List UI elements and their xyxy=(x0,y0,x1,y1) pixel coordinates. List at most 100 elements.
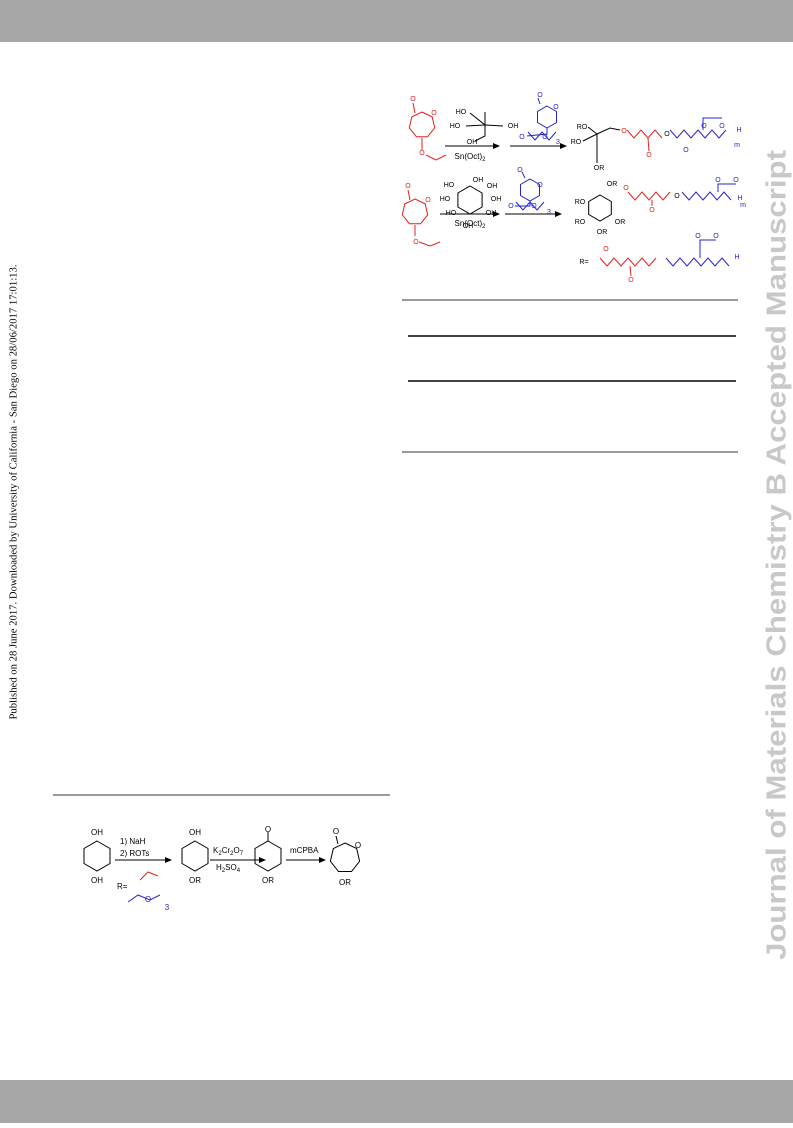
bond xyxy=(465,112,487,127)
atom-label: H xyxy=(736,127,741,134)
bond xyxy=(596,127,621,135)
formula-sub: 2 xyxy=(482,157,486,163)
bond xyxy=(127,894,161,903)
atom-label: O xyxy=(405,183,411,190)
atom-label: HO xyxy=(440,196,451,203)
bond xyxy=(526,128,548,137)
formula-sub: 4 xyxy=(237,868,241,874)
atom-label: HO xyxy=(456,109,467,116)
reagent: K2Cr2O7 xyxy=(213,846,244,856)
atom-label: O xyxy=(537,92,543,99)
atom-label: OH xyxy=(508,123,519,130)
atom-label: RO xyxy=(575,219,586,226)
bond xyxy=(484,124,504,127)
reagent: Sn(Oct)2 xyxy=(455,219,487,229)
footer-bar xyxy=(0,1080,793,1123)
formula-sub: 7 xyxy=(240,851,244,857)
atom-label: O xyxy=(519,134,525,141)
atom-label: R= xyxy=(579,259,588,266)
atom-label: O xyxy=(431,110,437,117)
atom-label: O xyxy=(713,233,719,240)
scheme-label: 2) ROTs xyxy=(120,849,149,858)
atom-label: O xyxy=(425,197,431,204)
atom-label: H xyxy=(737,195,742,202)
atom-label: H xyxy=(734,254,739,261)
atom-label: O xyxy=(531,203,537,210)
formula-part: O xyxy=(233,846,239,855)
atom-label: 3 xyxy=(547,209,551,216)
formula-sub: 2 xyxy=(230,851,234,857)
bond xyxy=(647,137,650,152)
reagent: Sn(Oct)2 xyxy=(455,152,487,162)
atom-label: HO xyxy=(444,182,455,189)
atom-label: m xyxy=(740,202,746,209)
atom-label: O xyxy=(621,128,627,135)
scheme-label: 3 xyxy=(165,903,170,912)
arrow-head xyxy=(493,143,500,149)
bond xyxy=(699,239,716,258)
atom-label: O xyxy=(508,203,514,210)
bond xyxy=(627,191,671,201)
atom-label: O xyxy=(733,177,739,184)
atom-label: RO xyxy=(577,124,588,131)
atom-label: O xyxy=(715,177,721,184)
formula-part: K xyxy=(213,846,219,855)
ring-bond xyxy=(329,842,361,872)
atom-label: O xyxy=(701,123,707,130)
formula-sub: 2 xyxy=(222,868,226,874)
atom-label: OH xyxy=(463,223,474,230)
scheme-label: 1) NaH xyxy=(120,837,146,846)
bond xyxy=(407,189,411,201)
formula-part: SO xyxy=(225,863,237,872)
atom-label: O xyxy=(517,167,523,174)
atom-label: O xyxy=(649,207,655,214)
atom-label: OR xyxy=(615,219,626,226)
arrow-head xyxy=(319,857,326,863)
bond xyxy=(717,183,736,192)
atom-label: O xyxy=(623,185,629,192)
scheme-label: OH xyxy=(91,876,103,885)
ring-bond xyxy=(408,111,436,138)
bond xyxy=(629,265,632,277)
bond xyxy=(521,171,526,179)
atom-label: 3 xyxy=(556,139,560,146)
watermark: Journal of Materials Chemistry B Accepte… xyxy=(760,150,791,960)
atom-label: O xyxy=(695,233,701,240)
reagent: H2SO4 xyxy=(216,863,241,873)
scheme-label: O xyxy=(145,895,151,904)
ring-bond xyxy=(181,840,209,872)
bond xyxy=(665,257,730,267)
bond xyxy=(425,154,447,161)
bond xyxy=(702,117,722,130)
atom-label: m xyxy=(734,142,740,149)
atom-label: O xyxy=(537,182,543,189)
bond xyxy=(335,835,339,845)
formula-part: Sn(Oct) xyxy=(455,219,483,228)
atom-label: O xyxy=(553,104,559,111)
arrow-head xyxy=(555,211,562,217)
atom-label: O xyxy=(628,277,634,284)
atom-label: O xyxy=(646,152,652,159)
atom-label: O xyxy=(413,239,419,246)
atom-label: RO xyxy=(571,139,582,146)
scheme-label: O xyxy=(333,827,339,836)
bond xyxy=(537,97,541,105)
atom-label: O xyxy=(410,96,416,103)
formula-sub: 2 xyxy=(218,851,222,857)
scheme-label: O xyxy=(265,825,271,834)
bond xyxy=(139,871,159,881)
bond xyxy=(418,241,441,247)
header-bar xyxy=(0,0,793,42)
atom-label: O xyxy=(719,123,725,130)
atom-label: OH xyxy=(473,177,484,184)
arrow-head xyxy=(493,211,500,217)
bond xyxy=(474,125,486,142)
scheme-label: OR xyxy=(189,876,201,885)
atom-label: HO xyxy=(446,210,457,217)
arrow-head xyxy=(165,857,172,863)
atom-label: O xyxy=(674,193,680,200)
ring-bond xyxy=(254,840,282,872)
scheme-label: O xyxy=(355,841,361,850)
